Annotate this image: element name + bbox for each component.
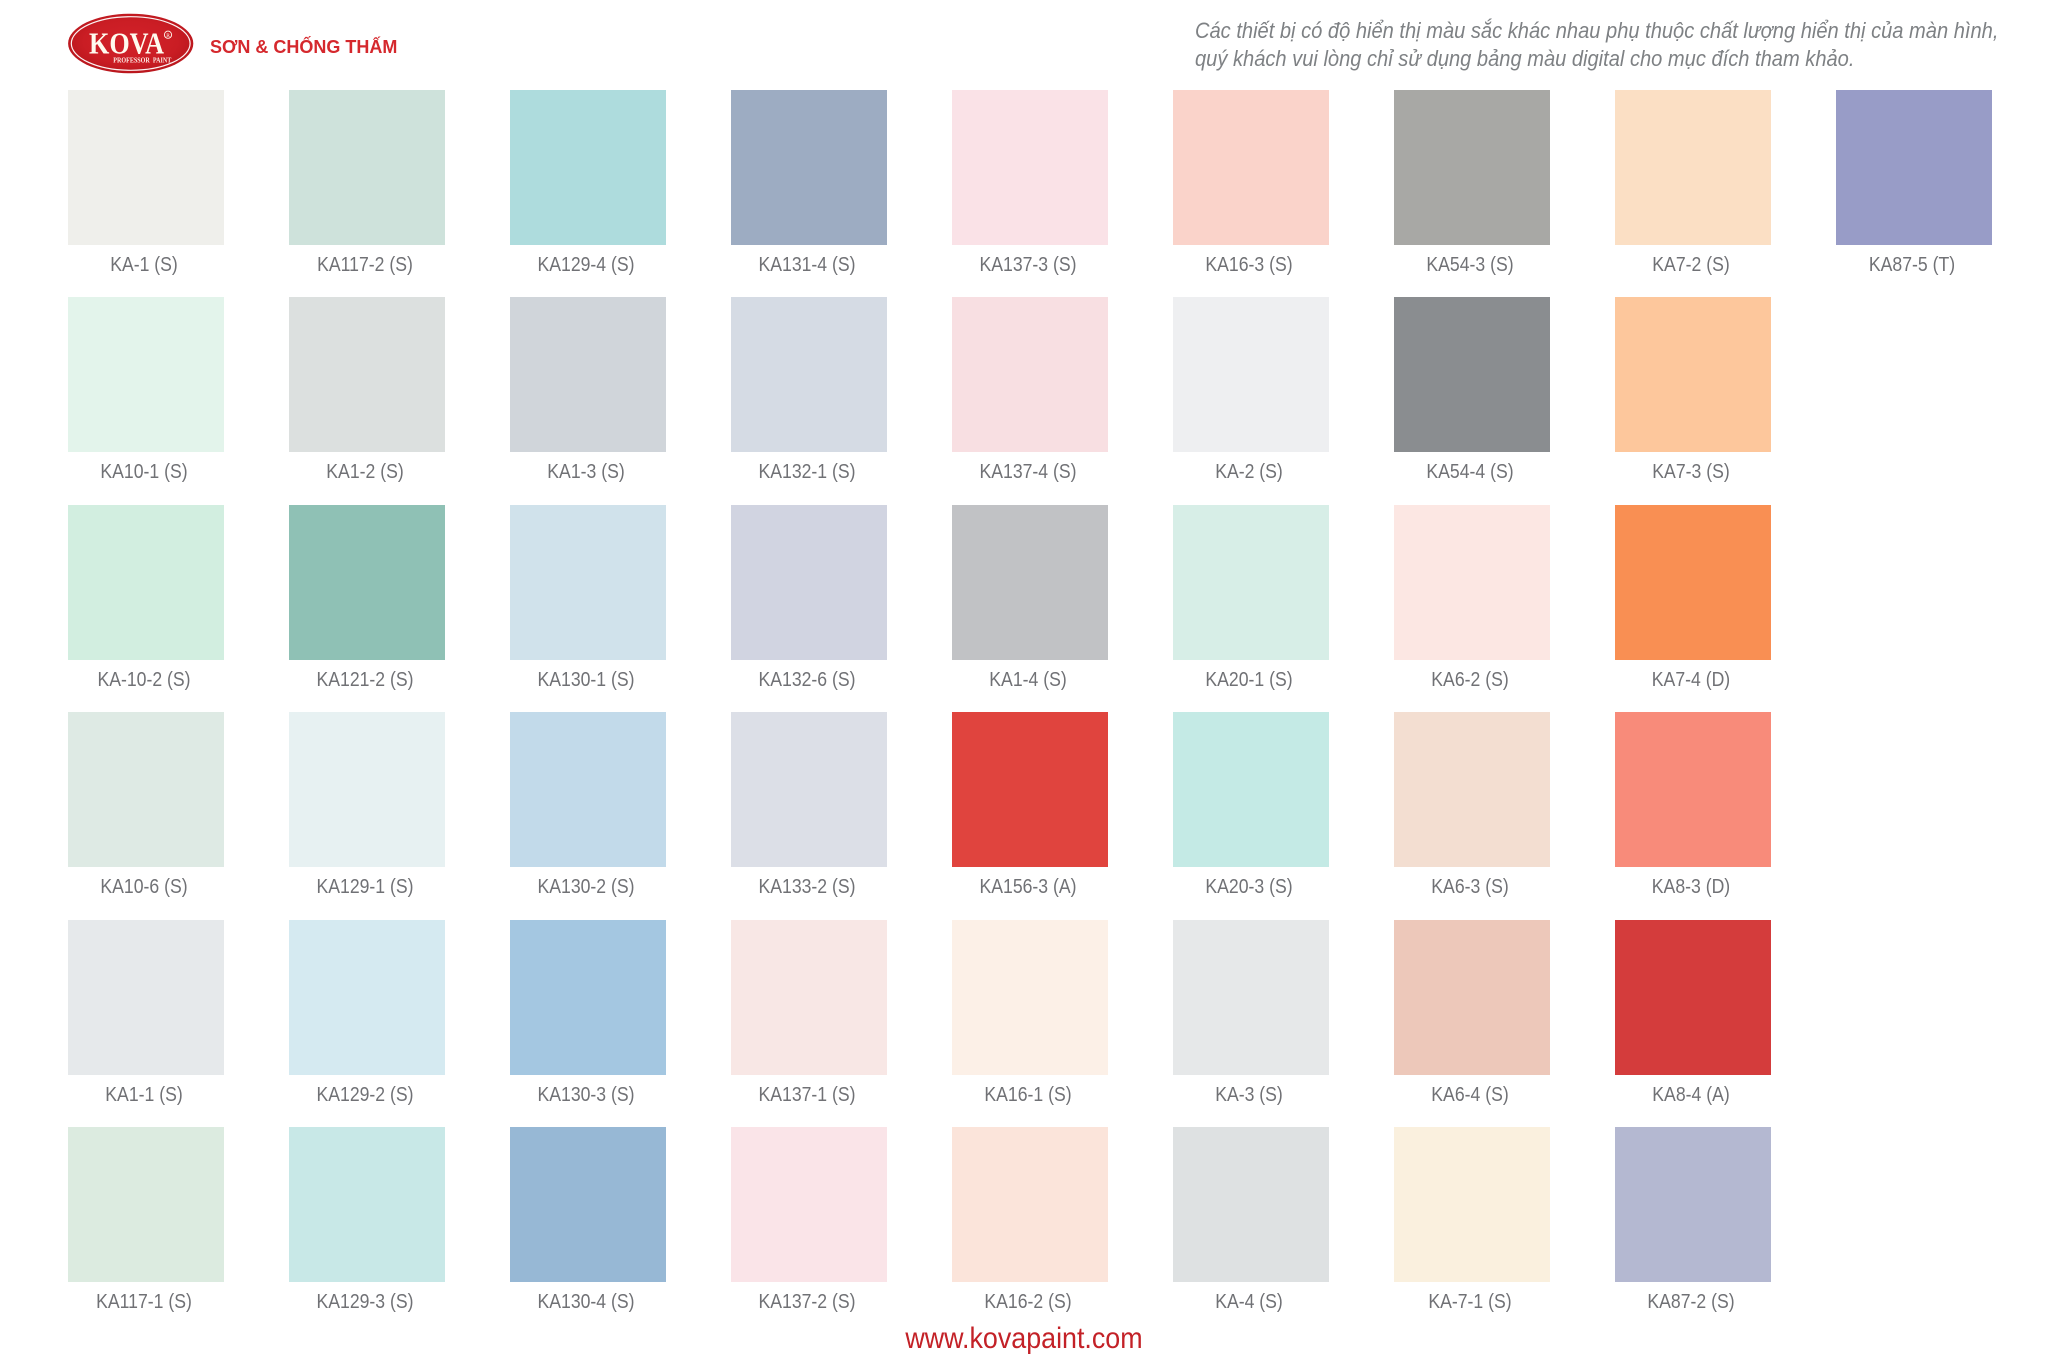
svg-text:R: R <box>166 33 170 39</box>
svg-text:PROFESSOR PAINT: PROFESSOR PAINT <box>113 56 172 65</box>
svg-text:KOVA: KOVA <box>89 26 165 61</box>
